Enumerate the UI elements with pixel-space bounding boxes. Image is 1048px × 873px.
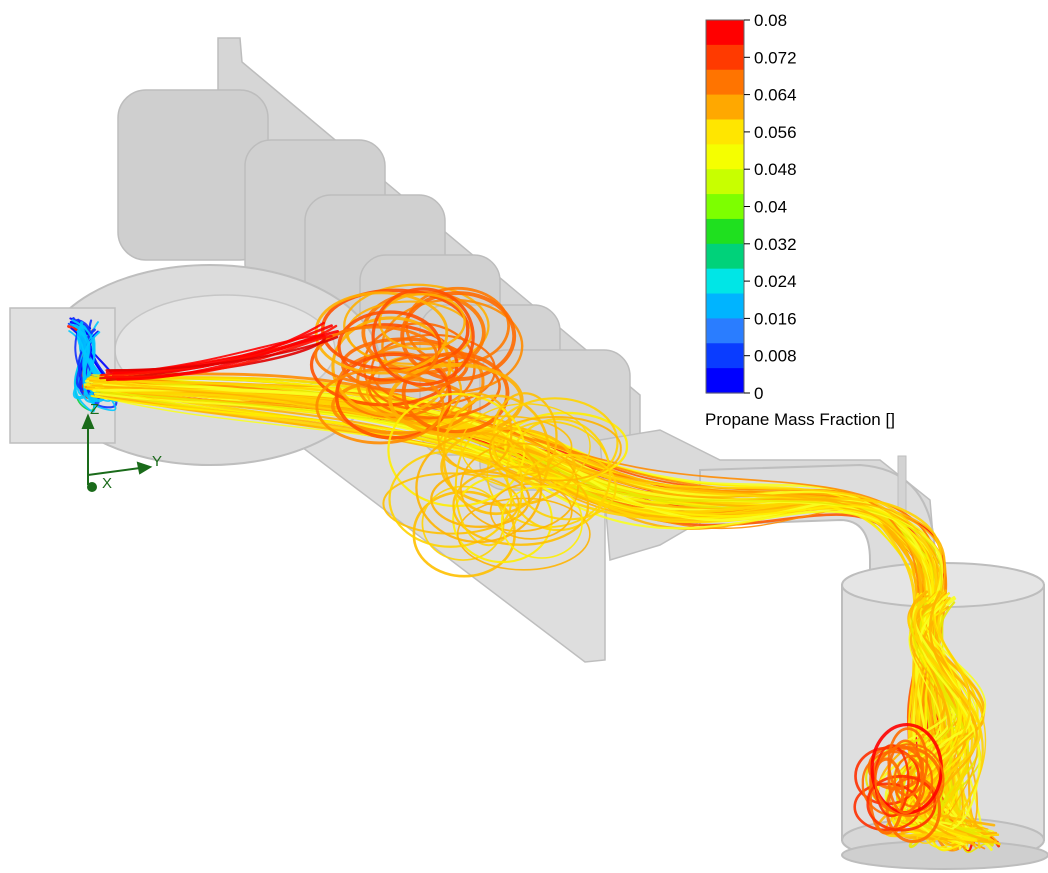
legend-tick-label: 0.072 — [754, 48, 797, 67]
axis-triad: Z Y X — [81, 401, 162, 492]
legend-band — [706, 218, 744, 245]
legend-band — [706, 268, 744, 295]
streamline — [335, 352, 452, 440]
legend-band — [706, 20, 744, 46]
streamline — [885, 776, 942, 844]
y-axis-arrow — [136, 461, 153, 475]
streamline — [371, 287, 475, 386]
streamline — [415, 432, 543, 544]
streamline — [488, 416, 622, 482]
axis-origin — [87, 482, 97, 492]
legend-tick-label: 0.056 — [754, 123, 797, 142]
legend-band — [706, 318, 744, 344]
legend-band — [706, 368, 744, 394]
streamline — [442, 394, 551, 516]
streamline — [412, 490, 516, 578]
legend-title: Propane Mass Fraction [] — [705, 410, 895, 429]
legend-tick-label: 0.032 — [754, 235, 797, 254]
z-axis-label: Z — [90, 401, 99, 418]
streamline — [916, 591, 987, 846]
streamline — [874, 743, 945, 817]
legend-tick-label: 0.04 — [754, 198, 787, 217]
legend-band — [706, 119, 744, 145]
legend-band — [706, 44, 744, 71]
streamline — [388, 362, 524, 438]
streamline — [874, 744, 910, 818]
legend-tick-label: 0.024 — [754, 272, 797, 291]
streamline — [337, 310, 442, 382]
legend-band — [706, 69, 744, 96]
legend-tick-label: 0.008 — [754, 347, 797, 366]
z-axis-arrow — [81, 413, 95, 429]
legend-band — [706, 169, 744, 195]
legend-band — [706, 194, 744, 220]
streamline — [314, 325, 439, 385]
streamline — [436, 392, 513, 473]
legend-band — [706, 343, 744, 369]
streamline — [460, 403, 591, 489]
streamline — [104, 386, 978, 849]
streamline — [367, 353, 501, 420]
streamline — [452, 475, 553, 564]
streamline — [456, 497, 591, 571]
legend-band — [706, 144, 744, 170]
streamline — [505, 418, 611, 532]
legend-color-bar — [706, 20, 744, 394]
streamline — [520, 453, 617, 521]
streamline — [400, 291, 517, 381]
streamline — [315, 368, 445, 445]
streamline — [459, 442, 579, 533]
legend-band — [706, 94, 744, 121]
color-legend: 0.08 0.072 0.064 0.056 0.048 0.04 0.032 0.024 0.… — [705, 11, 895, 429]
legend-tick-label: 0.016 — [754, 309, 797, 328]
y-axis-line — [87, 467, 141, 476]
streamlines — [67, 283, 1001, 854]
legend-tick-label: 0.064 — [754, 86, 797, 105]
legend-band — [706, 243, 744, 270]
streamline — [378, 293, 466, 351]
streamline — [452, 465, 590, 546]
streamline — [382, 472, 520, 535]
streamline — [887, 727, 929, 797]
streamline — [437, 415, 573, 477]
tank-base — [841, 840, 1048, 870]
x-axis-label: X — [102, 475, 112, 492]
legend-ticks: 0.08 0.072 0.064 0.056 0.048 0.04 0.032 0.024 0.… — [744, 11, 797, 403]
legend-band — [706, 293, 744, 319]
y-axis-label: Y — [152, 453, 162, 470]
streamline — [430, 470, 531, 528]
streamline — [105, 335, 339, 372]
streamline — [401, 351, 510, 434]
legend-tick-label: 0.048 — [754, 160, 797, 179]
legend-tick-label: 0.08 — [754, 11, 787, 30]
legend-tick-label: 0 — [754, 384, 763, 403]
streamline — [500, 485, 583, 559]
streamline — [314, 291, 449, 375]
streamline — [893, 754, 933, 808]
